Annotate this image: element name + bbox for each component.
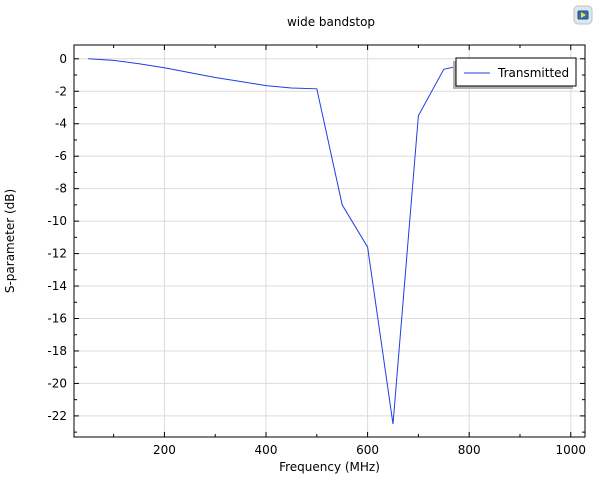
x-tick-label: 200 [153, 443, 176, 457]
chart-title: wide bandstop [287, 15, 375, 29]
toolbar-icon[interactable] [573, 5, 593, 25]
y-tick-label: -8 [55, 182, 67, 196]
y-tick-label: -14 [47, 279, 67, 293]
legend: Transmitted [453, 57, 577, 89]
x-tick-label: 400 [255, 443, 278, 457]
x-axis-label: Frequency (MHz) [279, 460, 380, 474]
y-tick-label: -20 [47, 376, 67, 390]
y-tick-label: -12 [47, 247, 67, 261]
x-tick-label: 1000 [556, 443, 587, 457]
y-tick-label: 0 [59, 52, 67, 66]
x-tick-label: 600 [356, 443, 379, 457]
legend-box [455, 57, 577, 87]
x-tick-label: 800 [458, 443, 481, 457]
y-tick-label: -18 [47, 344, 67, 358]
axis-ticks: 200 400 600 800 1000 0 -2 -4 -6 -8 -10 -12 -14 -16 -18… [47, 45, 586, 457]
series-layer [88, 58, 495, 425]
y-tick-label: -2 [55, 84, 67, 98]
series-line-transmitted [88, 58, 495, 425]
y-axis-label: S-parameter (dB) [3, 189, 17, 293]
y-tick-label: -4 [55, 117, 67, 131]
y-tick-label: -22 [47, 409, 67, 423]
y-tick-label: -16 [47, 312, 67, 326]
y-tick-label: -10 [47, 214, 67, 228]
toolbar-icon-arrow[interactable] [581, 12, 586, 18]
y-tick-label: -6 [55, 149, 67, 163]
plot-frame [73, 44, 586, 438]
legend-label-transmitted: Transmitted [497, 66, 569, 80]
grid-lines [74, 45, 585, 437]
